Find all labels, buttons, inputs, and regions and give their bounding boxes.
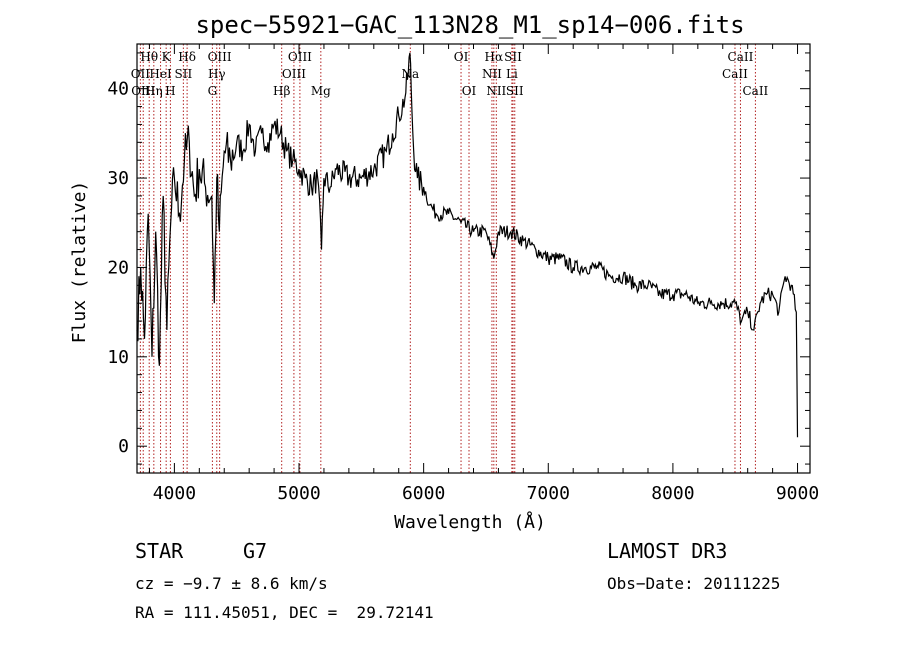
line-label: NII: [482, 67, 502, 81]
y-axis-label: Flux (relative): [69, 181, 90, 344]
line-label: OI: [454, 50, 469, 64]
flux-series-line: [136, 52, 799, 438]
line-label: SII: [504, 50, 522, 64]
x-tick-label: 5000: [277, 483, 320, 504]
line-label: CaII: [722, 67, 748, 81]
object-subclass: G7: [243, 539, 268, 563]
line-label: OIII: [282, 67, 306, 81]
line-label: OII: [131, 67, 151, 81]
line-label: Hβ: [273, 84, 290, 98]
line-label: Hη: [145, 84, 163, 98]
line-label: Hδ: [178, 50, 196, 64]
x-tick-label: 8000: [651, 483, 694, 504]
line-label: NII: [486, 84, 506, 98]
chart-title: spec−55921−GAC_113N28_M1_sp14−006.fits: [195, 11, 744, 39]
x-tick-label: 6000: [402, 483, 445, 504]
line-label: Hγ: [208, 67, 226, 81]
x-axis-label: Wavelength (Å): [394, 511, 546, 533]
plot-frame: [136, 43, 811, 474]
line-label: CaII: [742, 84, 768, 98]
y-tick-label: 0: [118, 436, 129, 457]
y-tick-label: 10: [107, 347, 129, 368]
obs-date: Obs−Date: 20111225: [607, 574, 781, 593]
line-label: OI: [462, 84, 477, 98]
x-tick-label: 9000: [776, 483, 819, 504]
y-tick-label: 30: [107, 168, 129, 189]
line-label: Li: [506, 67, 518, 81]
line-label: CaII: [728, 50, 754, 64]
survey-label: LAMOST DR3: [607, 539, 728, 563]
line-label: H: [165, 84, 175, 98]
line-label: HeI: [149, 67, 172, 81]
line-label: OIII: [208, 50, 232, 64]
spectral-lines: [139, 44, 756, 473]
y-tick-label: 40: [107, 79, 129, 100]
object-class: STAR: [135, 539, 184, 563]
ra-dec: RA = 111.45051, DEC = 29.72141: [135, 603, 434, 622]
x-tick-label: 4000: [153, 483, 196, 504]
x-tick-label: 7000: [527, 483, 570, 504]
line-label: Mg: [311, 84, 331, 98]
line-label: K: [162, 50, 172, 64]
line-label: SII: [175, 67, 193, 81]
line-label: Hα: [485, 50, 504, 64]
line-label: OIII: [288, 50, 312, 64]
line-label: SII: [506, 84, 524, 98]
line-label: Hθ: [140, 50, 158, 64]
line-label: G: [208, 84, 218, 98]
axis-ticks: 4000 5000 6000 7000 8000 9000 0 10 20 30 40: [107, 44, 819, 504]
redshift-cz: cz = −9.7 ± 8.6 km/s: [135, 574, 328, 593]
y-tick-label: 20: [107, 257, 129, 278]
